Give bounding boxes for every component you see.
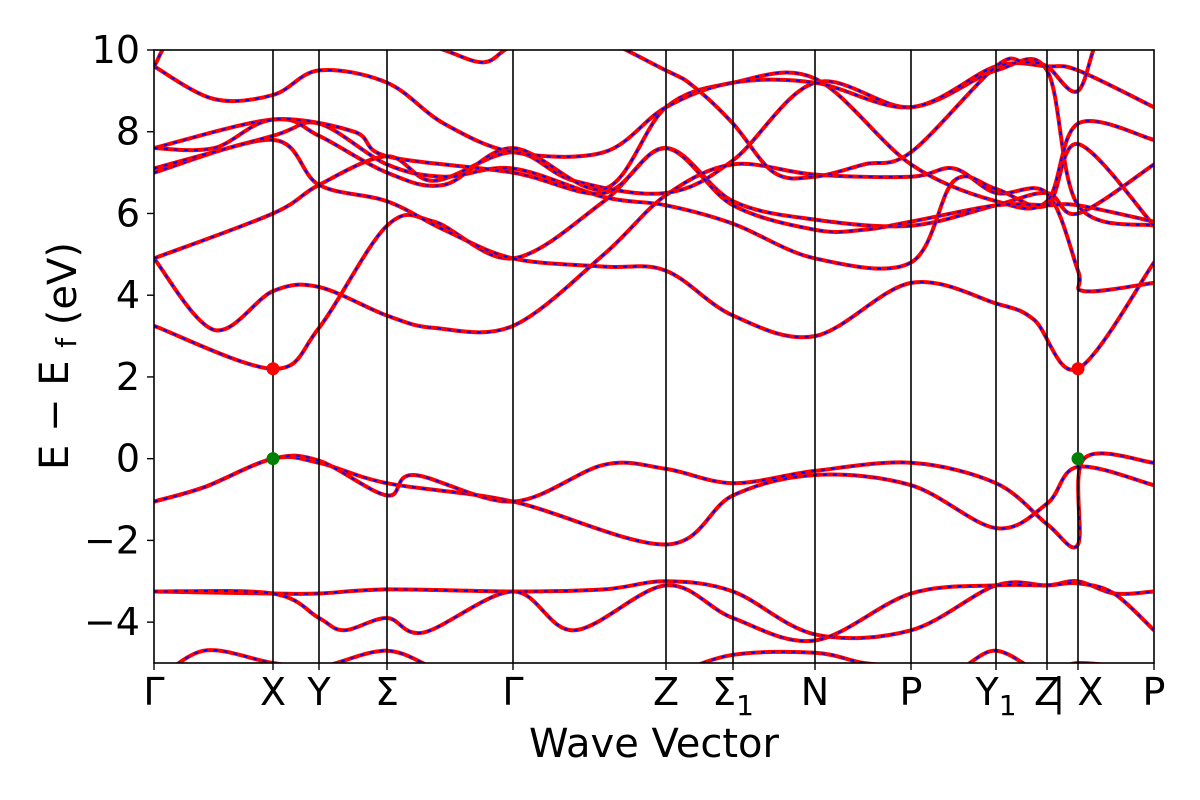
marker-vbm-0 (266, 452, 280, 466)
x-tick-label-7: N (801, 670, 829, 714)
band-11-blue-dashed (154, 117, 1154, 233)
y-tick-label-7: 10 (92, 28, 140, 72)
band-10-red (154, 70, 1154, 211)
x-tick-label-12: P (1143, 670, 1166, 714)
band-8-blue-dashed (154, 138, 1154, 372)
band-12-red (154, 61, 1154, 159)
band-2-red (154, 580, 1154, 644)
band-3-blue-dashed (154, 456, 1154, 546)
y-tick-label-6: 8 (116, 110, 140, 154)
y-tick-label-4: 4 (116, 273, 140, 317)
marker-cbm-0 (266, 362, 280, 376)
x-tick-label-1: X (260, 670, 286, 714)
x-tick-label-11: | X (1053, 670, 1104, 715)
y-tick-label-5: 6 (116, 191, 140, 235)
band-3-red (154, 455, 1154, 547)
band-11-red (154, 116, 1154, 234)
marker-vbm-1 (1071, 452, 1085, 466)
y-axis: −4 −2 0 2 4 6 8 10 (84, 28, 154, 644)
y-axis-label-unit: (eV) (40, 242, 86, 325)
x-tick-label-3: Σ (375, 670, 399, 714)
band-2-blue-dashed (154, 581, 1154, 643)
marker-cbm-1 (1071, 362, 1085, 376)
y-tick-label-1: −2 (84, 518, 140, 562)
band-5-blue-dashed (154, 147, 1154, 370)
band-7-blue-dashed (154, 58, 1154, 260)
y-axis-label-subscript: f (50, 337, 83, 348)
x-tick-label-5: Z (653, 670, 679, 714)
y-axis-label: E − E f (eV) (32, 242, 86, 470)
plot-frame (153, 49, 1155, 664)
x-tick-label-0: Γ (143, 670, 164, 714)
band-13-red (154, 50, 1096, 181)
band-7-red (154, 57, 1154, 261)
band-10-blue-dashed (154, 71, 1154, 210)
y-tick-label-0: −4 (84, 600, 140, 644)
x-axis-label: Wave Vector (529, 721, 780, 767)
kpoint-lines (272, 50, 1079, 663)
y-axis-label-main: E − E (32, 360, 78, 470)
x-tick-label-10: Z (1034, 670, 1060, 714)
band-6-blue-dashed (154, 162, 1154, 334)
bands-layer (154, 50, 1154, 663)
band-8-red (154, 137, 1154, 372)
band-12-blue-dashed (154, 62, 1154, 158)
band-13-blue-dashed (154, 50, 1095, 180)
x-tick-label-2: Y (306, 670, 331, 714)
x-tick-label-8: P (900, 670, 923, 714)
y-tick-label-2: 0 (116, 437, 140, 481)
band-5-red (154, 146, 1154, 371)
x-tick-label-4: Γ (502, 670, 523, 714)
band-4-blue-dashed (154, 452, 1154, 549)
band-edge-markers (266, 362, 1085, 466)
x-tick-label-9: Y1 (974, 670, 1016, 722)
y-tick-label-3: 2 (116, 355, 140, 399)
x-tick-label-6: Σ1 (712, 670, 754, 722)
band-0-blue-dashed (177, 649, 1098, 663)
